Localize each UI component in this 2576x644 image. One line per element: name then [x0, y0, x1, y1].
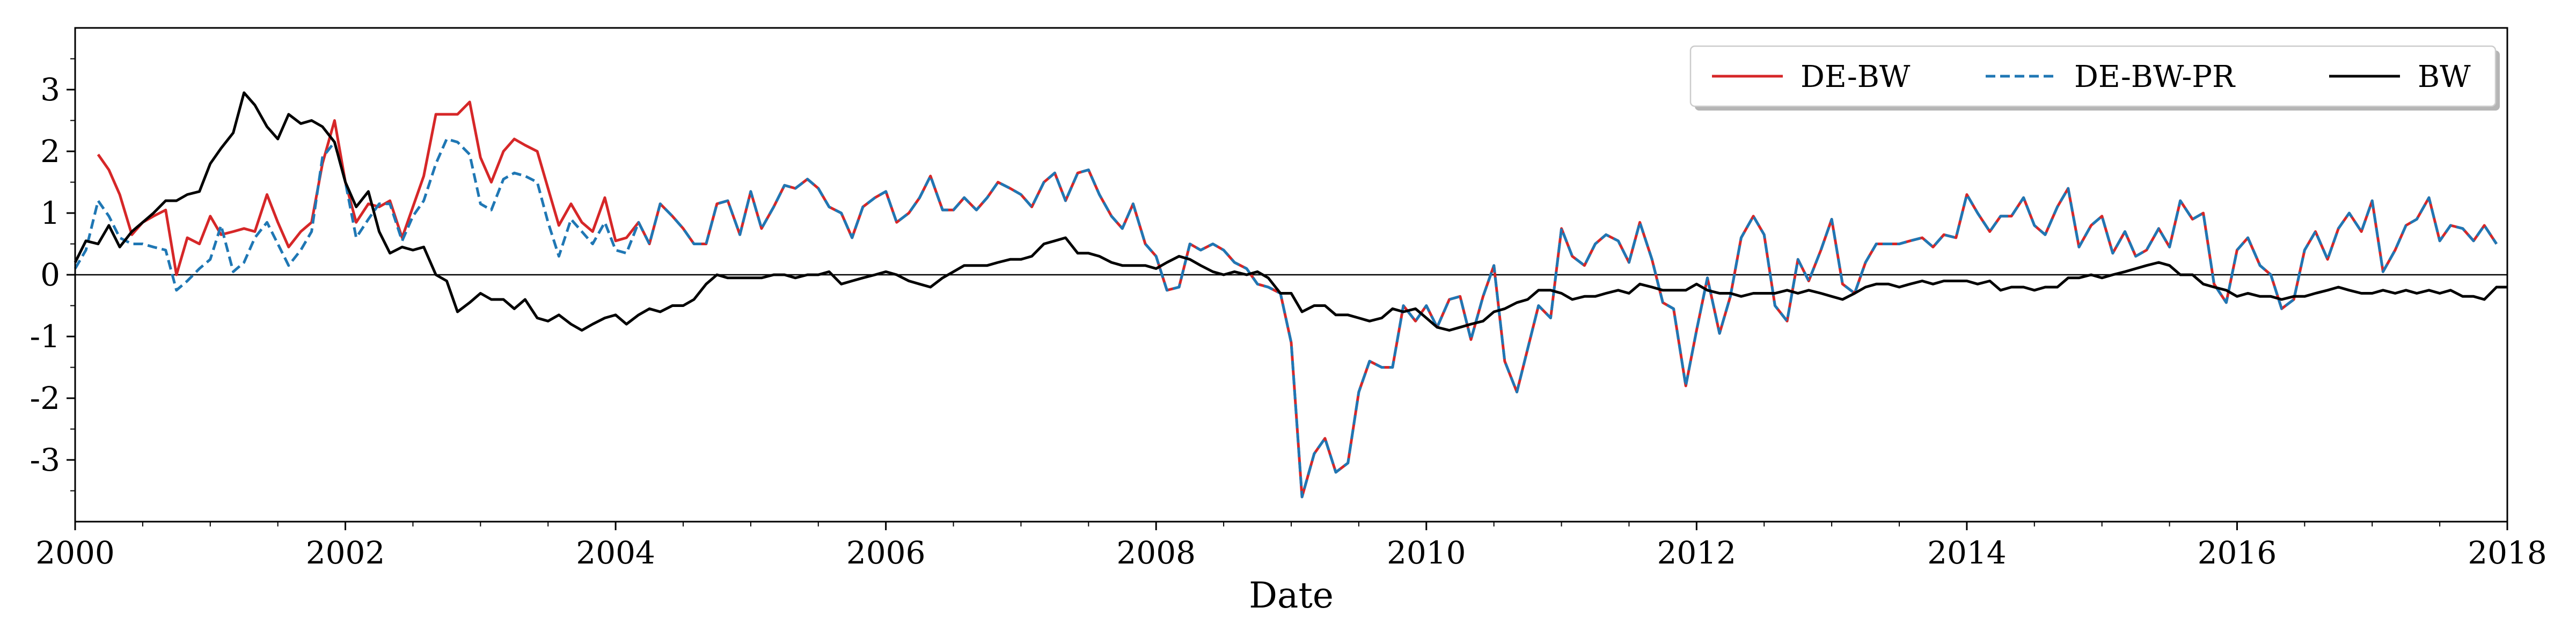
- y-tick-label: 2: [40, 133, 60, 170]
- x-tick-label: 2006: [846, 535, 926, 571]
- y-tick-label: -2: [30, 380, 61, 416]
- series-line-bw: [74, 91, 2507, 332]
- y-tick-label: 1: [40, 195, 60, 231]
- x-tick-label: 2018: [2468, 535, 2547, 571]
- x-tick-label: 2000: [35, 535, 115, 571]
- x-tick-label: 2012: [1657, 535, 1737, 571]
- legend-label-bw: BW: [2418, 60, 2471, 94]
- x-tick-label: 2004: [576, 535, 655, 571]
- legend-label-de-bw: DE-BW: [1801, 60, 1911, 94]
- legend-box: [1689, 45, 2497, 107]
- x-tick-label: 2016: [2198, 535, 2277, 571]
- y-tick-label: -1: [30, 318, 61, 355]
- x-tick-label: 2014: [1927, 535, 2007, 571]
- series-line-de-bw-pr: [74, 137, 2498, 499]
- x-axis-label: Date: [1249, 575, 1334, 616]
- x-tick-label: 2008: [1116, 535, 1196, 571]
- series-layer: [74, 91, 2507, 499]
- x-tick-label: 2010: [1387, 535, 1466, 571]
- legend: DE-BW DE-BW-PR BW: [1689, 45, 2500, 111]
- axes-layer: 2000 2002 2004 2006 2008 2010 2012 2014 2016 2018…: [30, 58, 2547, 571]
- y-tick-label: 0: [40, 257, 60, 293]
- legend-label-de-bw-pr: DE-BW-PR: [2074, 60, 2236, 94]
- y-tick-label: 3: [40, 71, 60, 108]
- x-tick-label: 2002: [306, 535, 385, 571]
- y-tick-label: -3: [30, 442, 61, 478]
